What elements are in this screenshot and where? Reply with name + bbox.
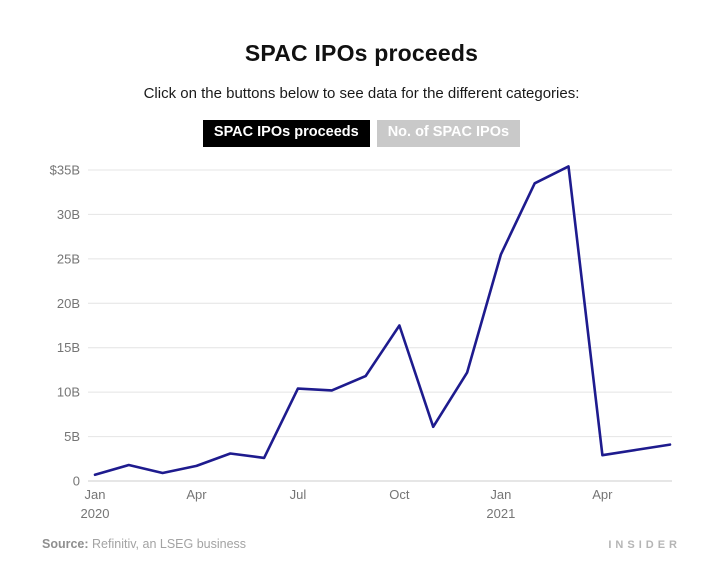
source-value: Refinitiv, an LSEG business (92, 537, 247, 551)
insider-logo: INSIDER (608, 539, 681, 551)
line-chart: 0 5B 10B 15B 20B 25B 30B $35B Jan 2020 Apr Jul Oct Ja… (0, 150, 723, 535)
page-title: SPAC IPOs proceeds (244, 40, 479, 66)
y-tick-label: 0 (73, 474, 80, 489)
y-tick-label: $35B (50, 163, 80, 178)
category-buttons: SPAC IPOs proceeds No. of SPAC IPOs (0, 120, 723, 147)
y-tick-label: 5B (64, 429, 80, 444)
y-tick-label: 10B (57, 385, 80, 400)
footer: Source: Refinitiv, an LSEG business INSI… (42, 537, 681, 551)
y-tick-label: 25B (57, 251, 80, 266)
y-tick-label: 30B (57, 207, 80, 222)
x-tick-year-label: 2020 (81, 506, 110, 521)
line-chart-svg: 0 5B 10B 15B 20B 25B 30B $35B Jan 2020 Apr Jul Oct Ja… (50, 163, 672, 521)
x-tick-year-label: 2021 (486, 506, 515, 521)
button-no-of-spac-ipos[interactable]: No. of SPAC IPOs (376, 120, 521, 147)
x-tick-label: Jul (290, 487, 307, 502)
page-subtitle: Click on the buttons below to see data f… (143, 85, 580, 102)
y-tick-label: 20B (57, 296, 80, 311)
x-tick-label: Oct (389, 487, 410, 502)
y-tick-label: 15B (57, 340, 80, 355)
x-tick-label: Apr (592, 487, 613, 502)
source-text: Source: Refinitiv, an LSEG business (42, 537, 246, 551)
proceeds-line-series (93, 165, 672, 477)
x-tick-label: Jan (490, 487, 511, 502)
button-spac-ipos-proceeds[interactable]: SPAC IPOs proceeds (202, 120, 370, 147)
source-label: Source: (42, 537, 89, 551)
x-tick-label: Apr (186, 487, 207, 502)
x-tick-label: Jan (85, 487, 106, 502)
